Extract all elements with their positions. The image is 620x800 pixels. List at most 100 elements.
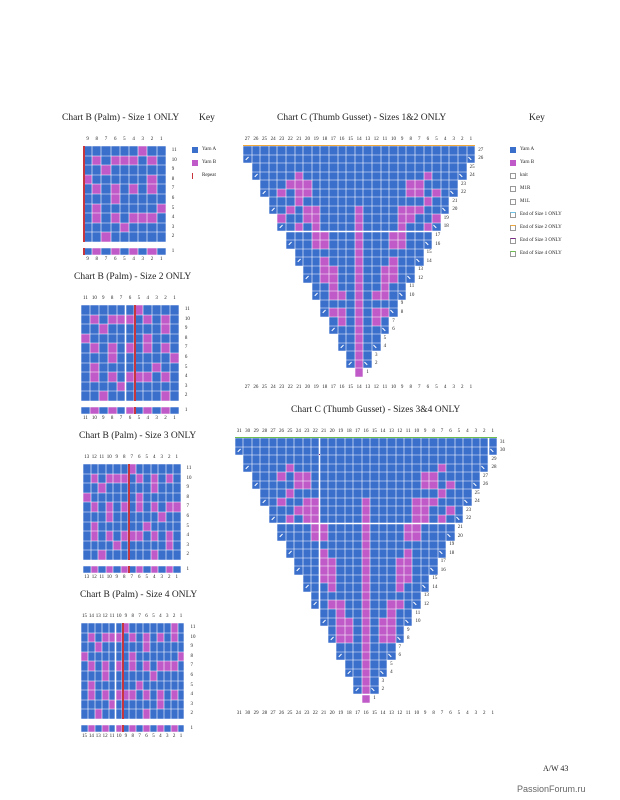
palm-size-1-cell [110, 222, 120, 233]
gusset-size-12-cell [329, 240, 338, 249]
gusset-size-12-cell [294, 248, 304, 258]
gusset-size-34-cell [311, 438, 320, 447]
palm-size-1-cell [138, 184, 148, 194]
gusset-size-12-cell [277, 180, 286, 189]
gusset-size-34-cell [446, 497, 455, 507]
gusset-size-34-cell [446, 446, 455, 456]
palm-size-1-cell [101, 146, 111, 156]
gusset-size-12-cell [320, 171, 329, 181]
palm-size-1-cell [101, 184, 111, 194]
gusset-size-12-m1l-tick [469, 157, 472, 160]
palm-size-2-cell [143, 314, 153, 325]
gusset-size-12-cell [423, 222, 433, 232]
gusset-size-12-m1l-tick [426, 242, 429, 245]
gusset-size-34-cell [302, 523, 312, 533]
palm-size-2-bottom-col-label: 8 [110, 416, 114, 421]
gusset-size-34-bottom-col-label: 15 [371, 711, 377, 717]
palm-size-4-row1-cell [87, 725, 95, 732]
gusset-size-34-cell [361, 617, 371, 627]
gusset-size-12-cell [337, 282, 347, 292]
gusset-size-12-cell [268, 188, 278, 198]
palm-size-3-cell [135, 512, 143, 522]
gusset-size-34-cell [285, 506, 295, 515]
palm-size-1-cell [101, 222, 111, 233]
gusset-size-12-bottom-col-label: 3 [452, 384, 455, 390]
gusset-size-12-row-label: 10 [409, 292, 415, 298]
palm-size-4-cell [94, 671, 102, 681]
gusset-size-34-cell [378, 480, 388, 490]
gusset-size-34-cell [319, 463, 328, 473]
gusset-size-12-cell [268, 146, 278, 155]
gusset-size-34-cell [387, 532, 396, 541]
palm-size-4-cell [136, 671, 144, 681]
gusset-size-34-cell [454, 463, 464, 473]
palm-size-4-cell [81, 699, 88, 710]
palm-size-4-cell [81, 651, 88, 662]
gusset-size-34-cell [471, 438, 481, 447]
gusset-size-34-cell [446, 438, 455, 447]
gusset-size-12-col-label: 17 [330, 137, 336, 142]
gusset-size-12-col-label: 18 [322, 137, 328, 142]
gusset-size-12-m1r-tick [331, 328, 334, 331]
palm-size-1-cell [110, 174, 120, 185]
gusset-size-34-cell [378, 634, 388, 644]
palm-size-1-cell [101, 232, 111, 242]
gusset-size-34-m1r-tick [355, 688, 358, 691]
palm-size-4-cell [101, 642, 109, 652]
gusset-size-34-cell [370, 489, 379, 498]
palm-size-4-cell [150, 651, 157, 662]
palm-size-3-cell [83, 483, 91, 493]
gusset-size-34-cell [319, 523, 328, 533]
gusset-size-34-col-label: 28 [262, 429, 268, 434]
palm-size-3-cell [150, 550, 158, 560]
palm-size-1-cell [147, 165, 157, 175]
palm-size-3-cell [143, 550, 151, 560]
gusset-size-34-cell [268, 446, 278, 456]
gusset-size-34-cell [327, 506, 337, 515]
gusset-size-12-bottom-col-label: 22 [287, 384, 293, 390]
gusset-size-34-cell [336, 574, 345, 584]
gusset-size-34-cell [378, 643, 388, 652]
palm-size-3-cell [120, 473, 128, 484]
gusset-size-12-m1l-tick [391, 310, 394, 313]
palm-size-4-cell [163, 642, 171, 652]
size-3-marker-icon [510, 237, 516, 244]
palm-size-2-cell [161, 324, 170, 334]
palm-size-3-cell [135, 473, 143, 484]
palm-size-3-cell [113, 492, 121, 503]
gusset-size-12-m1l-tick [400, 293, 403, 296]
gusset-size-34-cell [378, 446, 388, 456]
gusset-size-12-cell [380, 222, 390, 232]
gusset-size-34-cell [361, 634, 371, 644]
gusset-size-34-cell [344, 626, 354, 635]
palm-size-4-cell [177, 690, 185, 700]
palm-size-4-cell [143, 623, 150, 633]
gusset-size-12-cell [458, 154, 467, 164]
gusset-size-12-cell [320, 274, 329, 283]
gusset-size-34-row-label: 28 [491, 465, 497, 471]
palm-size-2-cell [107, 391, 117, 401]
palm-size-2-cell [125, 381, 135, 392]
palm-size-3-cell [83, 531, 91, 541]
gusset-size-12-cell [346, 180, 355, 189]
gusset-size-34-cell [268, 480, 278, 490]
gusset-size-12-m1l-tick [408, 276, 411, 279]
palm-size-4-row1-cell [115, 725, 123, 732]
gusset-size-12-cell [303, 154, 312, 164]
gusset-size-12-cell [372, 282, 381, 292]
palm-size-1-cell [119, 146, 129, 156]
gusset-size-12-cell [406, 240, 415, 249]
palm-size-2-cell [170, 343, 179, 353]
gusset-size-34-cell [302, 557, 312, 567]
gusset-size-12-row-label: 4 [383, 344, 387, 350]
gusset-size-12-cell [354, 231, 364, 241]
palm-size-4-cell [136, 623, 144, 633]
gusset-size-34-cell [412, 532, 421, 541]
palm-size-4-cell [115, 690, 123, 700]
gusset-size-34-cell [302, 506, 312, 515]
gusset-size-34-cell [327, 557, 337, 567]
gusset-size-12-col-label: 27 [244, 137, 250, 142]
palm-size-1-cell [101, 203, 111, 214]
gusset-size-34-cell [336, 634, 345, 644]
gusset-size-12-cell [389, 146, 398, 155]
